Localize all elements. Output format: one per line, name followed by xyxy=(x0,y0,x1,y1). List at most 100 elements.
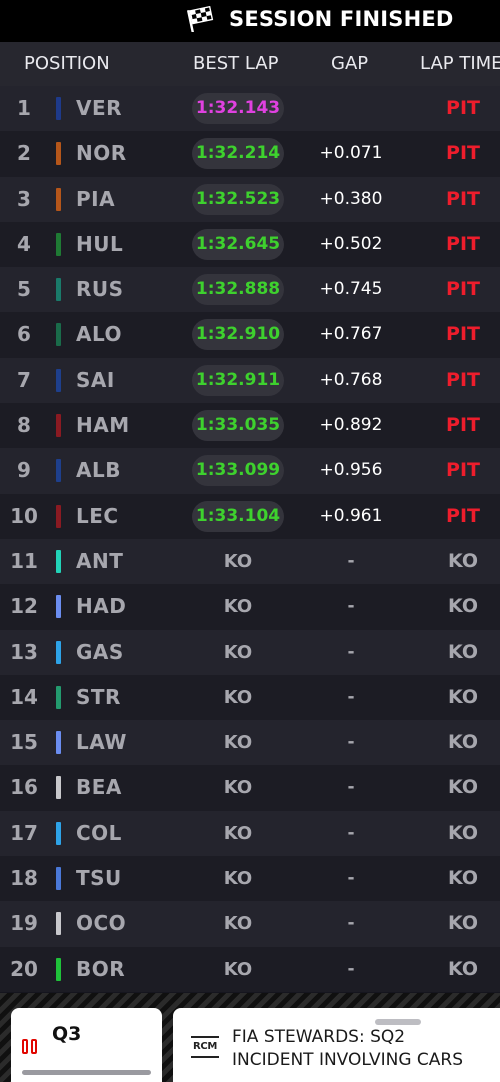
position-number: 17 xyxy=(10,820,38,845)
table-row[interactable]: 19 OCO KO - KO xyxy=(0,901,500,947)
best-lap-knocked-out: KO xyxy=(223,913,253,935)
best-lap-time: 1:32.911 xyxy=(192,364,284,396)
position-number: 20 xyxy=(10,956,38,981)
table-row[interactable]: 17 COL KO - KO xyxy=(0,810,500,857)
table-row[interactable]: 1 VER 1:32.143 PIT xyxy=(0,86,500,132)
gap-to-leader: +0.892 xyxy=(319,415,383,436)
table-row[interactable]: 10 LEC 1:33.104 +0.961 PIT xyxy=(0,493,500,539)
team-color-bar xyxy=(56,549,61,573)
session-label: Q3 xyxy=(52,1023,82,1045)
best-lap-time: 1:32.645 xyxy=(192,228,284,260)
team-color-bar xyxy=(56,459,61,483)
lap-time-status: KO xyxy=(447,640,479,663)
team-color-bar xyxy=(56,504,61,528)
lap-time-status: PIT xyxy=(446,414,480,437)
checkered-flag-icon xyxy=(186,6,214,32)
position-number: 18 xyxy=(10,866,38,891)
gap-to-leader: - xyxy=(347,732,355,753)
team-color-bar xyxy=(56,323,61,347)
best-lap-time: 1:32.214 xyxy=(192,138,284,170)
table-row[interactable]: 20 BOR KO - KO xyxy=(0,946,500,992)
gap-to-leader: +0.961 xyxy=(319,505,383,526)
team-color-bar xyxy=(56,640,61,664)
gap-to-leader: - xyxy=(347,777,355,798)
position-number: 4 xyxy=(17,231,31,256)
driver-code: ALB xyxy=(76,458,121,483)
table-row[interactable]: 4 HUL 1:32.645 +0.502 PIT xyxy=(0,221,500,268)
best-lap-knocked-out: KO xyxy=(223,550,253,572)
position-number: 8 xyxy=(17,413,31,438)
best-lap-knocked-out: KO xyxy=(223,868,253,890)
gap-to-leader: +0.380 xyxy=(319,188,383,209)
team-color-bar xyxy=(56,187,61,211)
table-header: POSITION BEST LAP GAP LAP TIME xyxy=(0,42,500,86)
lap-time-status: PIT xyxy=(446,278,480,301)
team-color-bar xyxy=(56,957,61,981)
best-lap-knocked-out: KO xyxy=(223,686,253,708)
position-number: 12 xyxy=(10,594,38,619)
table-row[interactable]: 12 HAD KO - KO xyxy=(0,584,500,630)
table-row[interactable]: 18 TSU KO - KO xyxy=(0,856,500,902)
driver-code: BOR xyxy=(76,956,126,981)
gap-to-leader: +0.745 xyxy=(319,279,383,300)
driver-code: NOR xyxy=(76,141,127,166)
gap-to-leader: - xyxy=(347,641,355,662)
lap-time-status: PIT xyxy=(446,97,480,119)
table-row[interactable]: 8 HAM 1:33.035 +0.892 PIT xyxy=(0,403,500,449)
best-lap-knocked-out: KO xyxy=(223,777,253,799)
driver-code: BEA xyxy=(76,775,122,800)
position-number: 13 xyxy=(10,639,38,664)
driver-code: TSU xyxy=(76,866,122,891)
pause-icon xyxy=(22,1039,37,1054)
table-row[interactable]: 14 STR KO - KO xyxy=(0,674,500,721)
column-header-gap: GAP xyxy=(331,53,369,74)
rcm-message-line1: FIA STEWARDS: SQ2 xyxy=(232,1027,406,1047)
position-number: 16 xyxy=(10,775,38,800)
table-row[interactable]: 9 ALB 1:33.099 +0.956 PIT xyxy=(0,448,500,494)
team-color-bar xyxy=(56,368,61,392)
best-lap-time: 1:33.099 xyxy=(192,455,284,487)
table-row[interactable]: 13 GAS KO - KO xyxy=(0,629,500,675)
best-lap-time: 1:33.035 xyxy=(192,410,284,442)
best-lap-time: 1:32.143 xyxy=(192,93,284,124)
driver-code: HUL xyxy=(76,231,124,256)
top-bar: SESSION FINISHED xyxy=(0,0,500,42)
lap-time-status: PIT xyxy=(446,323,480,346)
driver-code: RUS xyxy=(76,277,124,302)
table-row[interactable]: 2 NOR 1:32.214 +0.071 PIT xyxy=(0,131,500,177)
session-status-title: SESSION FINISHED xyxy=(229,7,454,31)
driver-code: SAI xyxy=(76,367,115,392)
team-color-bar xyxy=(56,595,61,619)
driver-code: LEC xyxy=(76,503,119,528)
table-row[interactable]: 5 RUS 1:32.888 +0.745 PIT xyxy=(0,267,500,313)
lap-time-status: PIT xyxy=(446,187,480,210)
column-header-best-lap: BEST LAP xyxy=(193,53,279,74)
driver-code: COL xyxy=(76,820,122,845)
rcm-icon: RCM xyxy=(191,1036,219,1058)
table-row[interactable]: 7 SAI 1:32.911 +0.768 PIT xyxy=(0,357,500,404)
position-number: 9 xyxy=(17,458,31,483)
driver-code: PIA xyxy=(76,186,116,211)
team-color-bar xyxy=(56,685,61,709)
lap-time-status: PIT xyxy=(446,142,480,165)
team-color-bar xyxy=(56,278,61,302)
table-row[interactable]: 16 BEA KO - KO xyxy=(0,765,500,811)
best-lap-knocked-out: KO xyxy=(223,732,253,754)
drag-handle[interactable] xyxy=(375,1019,421,1025)
table-row[interactable]: 6 ALO 1:32.910 +0.767 PIT xyxy=(0,312,500,358)
team-color-bar xyxy=(56,821,61,845)
position-number: 2 xyxy=(17,141,31,166)
table-row[interactable]: 11 ANT KO - KO xyxy=(0,538,500,585)
race-control-message-card[interactable] xyxy=(173,1008,500,1082)
table-row[interactable]: 15 LAW KO - KO xyxy=(0,720,500,766)
position-number: 19 xyxy=(10,911,38,936)
driver-code: LAW xyxy=(76,730,127,755)
lap-time-status: PIT xyxy=(446,459,480,482)
best-lap-knocked-out: KO xyxy=(223,641,253,663)
driver-code: ALO xyxy=(76,322,123,347)
gap-to-leader: - xyxy=(347,550,355,571)
lap-time-status: KO xyxy=(447,912,479,935)
table-row[interactable]: 3 PIA 1:32.523 +0.380 PIT xyxy=(0,176,500,222)
position-number: 11 xyxy=(10,548,38,573)
best-lap-knocked-out: KO xyxy=(223,822,253,844)
